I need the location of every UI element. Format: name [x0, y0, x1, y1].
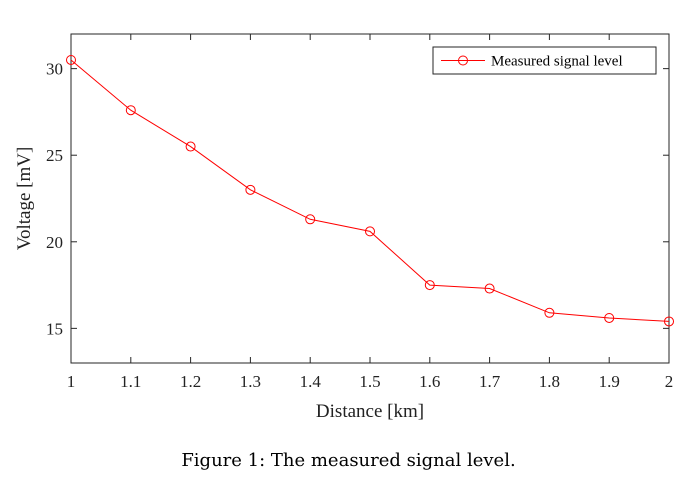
x-tick-label: 1.8 — [539, 372, 560, 391]
data-point — [66, 54, 76, 65]
x-axis-ticks: 1 1.1 1.2 1.3 1.4 1.5 1.6 1.7 1.8 1.9 2 — [67, 34, 674, 391]
plot-frame — [70, 33, 670, 364]
y-axis-label: Voltage [mV] — [14, 147, 35, 251]
x-tick-label: 2 — [665, 372, 674, 391]
legend-marker — [458, 55, 468, 66]
y-axis-ticks: 15 20 25 30 — [46, 60, 669, 338]
x-tick-label: 1.3 — [240, 372, 261, 391]
data-point — [484, 283, 495, 294]
y-tick-label: 30 — [46, 60, 63, 79]
y-tick-label: 25 — [46, 146, 63, 165]
data-point — [125, 105, 136, 116]
data-point — [604, 312, 615, 323]
legend-entry-label: Measured signal level — [491, 54, 623, 70]
data-point — [424, 280, 435, 291]
data-point — [245, 184, 256, 195]
data-point — [664, 316, 674, 327]
data-point — [305, 214, 316, 225]
plot-area — [70, 33, 670, 364]
series-layer — [66, 54, 674, 327]
x-tick-label: 1.6 — [419, 372, 440, 391]
x-tick-label: 1.7 — [479, 372, 501, 391]
x-tick-label: 1.4 — [300, 372, 322, 391]
x-tick-label: 1.1 — [120, 372, 141, 391]
y-tick-label: 15 — [46, 319, 63, 338]
x-tick-label: 1.9 — [599, 372, 620, 391]
x-tick-label: 1.2 — [180, 372, 201, 391]
data-point — [365, 226, 375, 237]
figure-caption: Figure 1: The measured signal level. — [181, 450, 516, 471]
y-tick-label: 20 — [46, 233, 63, 252]
series-line — [70, 59, 670, 322]
x-tick-label: 1 — [67, 372, 76, 391]
x-axis-label: Distance [km] — [316, 401, 424, 422]
data-point — [544, 307, 555, 318]
data-point — [185, 141, 196, 152]
line-chart: 1 1.1 1.2 1.3 1.4 1.5 1.6 1.7 1.8 1.9 2 15 20 25 30 D… — [14, 33, 674, 422]
x-tick-label: 1.5 — [359, 372, 380, 391]
legend: Measured signal level — [432, 46, 657, 75]
